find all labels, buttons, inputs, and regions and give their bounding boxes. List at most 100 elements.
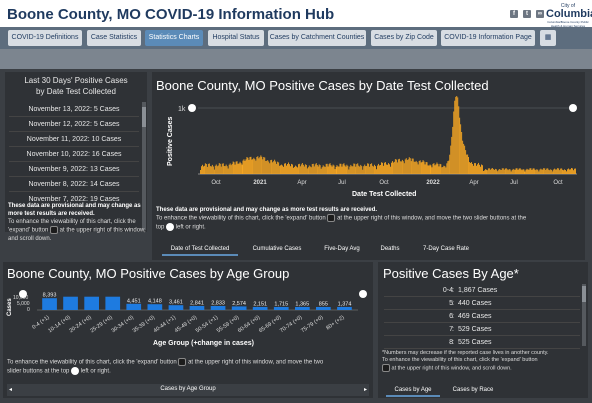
city-logo[interactable]: City of Columbia Columbia/Boone County P… [546, 3, 592, 28]
date-bar [235, 161, 237, 174]
scrollbar[interactable] [142, 102, 146, 230]
tab-five-day-avg[interactable]: Five-Day Avg [324, 246, 360, 252]
age-bar[interactable] [273, 307, 289, 310]
age-slider-right[interactable] [359, 290, 367, 298]
date-bar [201, 166, 202, 174]
date-bar [284, 163, 285, 174]
date-bar [550, 169, 552, 174]
slider-handle-right[interactable] [569, 104, 577, 112]
slider-handle-left[interactable] [188, 104, 196, 112]
main-tabs: COVID-19 Definitions Case Statistics Sta… [0, 27, 592, 49]
date-bar [565, 170, 566, 174]
date-bar [209, 166, 211, 174]
age-bar[interactable] [295, 307, 310, 310]
tab-info-page[interactable]: COVID-19 Information Page [441, 30, 535, 46]
expand-icon [382, 364, 390, 372]
date-bar [465, 150, 467, 174]
tab-7day-case-rate[interactable]: 7-Day Case Rate [422, 246, 470, 252]
age-bar[interactable] [316, 307, 331, 310]
facebook-icon[interactable]: f [510, 10, 518, 18]
date-bar [202, 164, 203, 174]
date-bar [365, 166, 367, 174]
age-bar[interactable] [337, 307, 352, 310]
date-bar [405, 158, 407, 174]
date-bar [299, 166, 301, 174]
twitter-icon[interactable]: t [523, 10, 531, 18]
age-bar[interactable] [84, 296, 99, 310]
tab-case-statistics[interactable]: Case Statistics [87, 30, 141, 46]
scroll-left-icon[interactable]: ◂ [9, 387, 13, 393]
more-menu-icon[interactable]: ▦ [540, 30, 556, 46]
date-bar [492, 169, 494, 174]
date-bar [506, 169, 508, 174]
age-bar[interactable] [42, 298, 57, 310]
list-item: 0-4:1,867 Cases [384, 284, 580, 297]
list-item: November 12, 2022: 5 Cases [9, 117, 139, 132]
date-bar [555, 169, 557, 174]
date-bar [308, 165, 310, 174]
date-bar [320, 168, 322, 174]
date-bar [229, 163, 231, 174]
date-bar [287, 164, 288, 174]
link-icon[interactable]: ∞ [536, 10, 544, 18]
scrollbar-thumb[interactable] [582, 286, 586, 302]
date-bar [268, 161, 270, 174]
date-bar [487, 168, 489, 174]
age-bar[interactable] [63, 296, 78, 310]
date-bar [343, 163, 345, 174]
date-bar [572, 168, 573, 174]
age-bar[interactable] [147, 304, 163, 310]
date-bar [548, 169, 550, 174]
date-bar [372, 165, 374, 174]
date-bar [244, 160, 246, 174]
date-bar [496, 171, 498, 174]
date-bar [221, 163, 223, 174]
tab-cases-by-race[interactable]: Cases by Race [452, 387, 494, 393]
date-bar [468, 157, 469, 174]
date-bar [314, 164, 316, 174]
age-bar[interactable] [252, 307, 268, 310]
tab-cases-by-age[interactable]: Cases by Age [386, 383, 440, 397]
age-bar[interactable] [168, 305, 184, 310]
tab-statistics-charts[interactable]: Statistics Charts [145, 30, 203, 46]
date-bar [223, 166, 225, 174]
cases-by-age-note: *Numbers may decrease if the reported ca… [382, 350, 549, 372]
date-bar [288, 162, 289, 174]
date-bar [443, 165, 445, 174]
tab-definitions[interactable]: COVID-19 Definitions [8, 30, 82, 46]
date-bar [230, 165, 232, 174]
tab-hospital-status[interactable]: Hospital Status [208, 30, 264, 46]
tab-cases-by-age-group[interactable]: Cases by Age Group [160, 386, 216, 392]
tab-zip-code[interactable]: Cases by Zip Code [371, 30, 437, 46]
scrollbar-thumb[interactable] [142, 107, 146, 127]
date-bar [396, 162, 398, 174]
age-bar[interactable] [210, 306, 226, 310]
tab-date-collected[interactable]: Date of Test Collected [162, 242, 238, 256]
date-xtick-label: Jul [338, 180, 346, 186]
age-bar[interactable] [231, 306, 247, 310]
age-bar[interactable] [189, 306, 205, 310]
tab-cumulative-cases[interactable]: Cumulative Cases [252, 246, 302, 252]
date-bar [435, 164, 437, 174]
date-chart-panel: Boone County, MO Positive Cases by Date … [152, 72, 585, 260]
date-bar [449, 154, 451, 174]
age-category-label: 75-79 (+0) [300, 315, 324, 335]
scroll-right-icon[interactable]: ▸ [363, 387, 367, 393]
date-bar [249, 157, 251, 174]
date-bar [409, 158, 411, 174]
date-bar [509, 169, 511, 174]
scrollbar[interactable] [582, 284, 586, 346]
date-bar [512, 168, 514, 174]
age-bar[interactable] [105, 296, 121, 310]
date-bar [292, 164, 293, 174]
date-bar [273, 161, 275, 174]
tab-catchment-counties[interactable]: Cases by Catchment Counties [268, 30, 366, 46]
date-bar [344, 165, 346, 174]
list-item: November 8, 2022: 14 Cases [9, 177, 139, 192]
date-bar [220, 166, 222, 174]
tab-deaths[interactable]: Deaths [380, 246, 400, 252]
age-slider-left[interactable] [19, 290, 27, 298]
date-bar [255, 160, 257, 174]
age-bar[interactable] [126, 303, 142, 310]
